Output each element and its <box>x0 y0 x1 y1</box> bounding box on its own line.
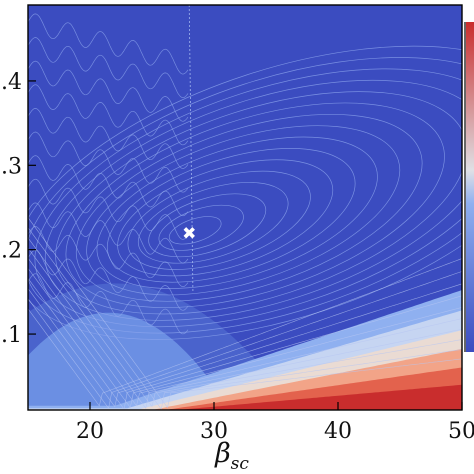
y-tick-label-3: .4 <box>1 70 22 95</box>
contour-low-9 <box>28 217 462 409</box>
contour-line-13 <box>44 79 462 321</box>
contour-line-8 <box>96 136 378 289</box>
contour-low-7 <box>28 237 462 408</box>
x-tick-label-2: 40 <box>324 419 352 444</box>
contour-low-5 <box>28 257 462 407</box>
y-tick-label-0: .1 <box>1 323 22 348</box>
contour-wave-7 <box>28 178 189 240</box>
contour-wave-1 <box>28 37 189 99</box>
contour-low-4 <box>28 268 462 409</box>
contour-line-6 <box>117 159 334 277</box>
minimum-marker: ✖ <box>182 224 196 244</box>
x-axis-label-subscript: sc <box>231 454 250 474</box>
contour-line-3 <box>148 193 267 258</box>
x-tick-label-3: 50 <box>448 419 474 444</box>
x-tick-label-1: 30 <box>200 419 228 444</box>
contour-line-10 <box>75 113 423 302</box>
contour-line-12 <box>55 91 462 315</box>
x-axis-label: βsc <box>214 438 249 474</box>
plot-area: ✖ <box>28 5 462 410</box>
contour-wave-2 <box>28 60 189 122</box>
plot-frame <box>27 4 463 411</box>
y-axis-ticks: .1 .2 .3 .4 <box>1 70 36 348</box>
colorbar <box>464 22 474 352</box>
y-tick-label-1: .2 <box>1 239 22 264</box>
x-tick-label-0: 20 <box>76 419 104 444</box>
contour-low-1 <box>28 271 462 410</box>
contour-low-6 <box>28 247 462 410</box>
contour-wave-8 <box>28 202 189 264</box>
contour-line-15 <box>28 57 462 334</box>
contour-wave-11 <box>28 273 189 335</box>
y-tick-label-2: .3 <box>1 154 22 179</box>
contour-line-5 <box>127 170 311 270</box>
contour-low-0 <box>28 258 462 407</box>
contour-line-4 <box>137 182 289 264</box>
x-axis-label-symbol: β <box>214 438 231 469</box>
contour-band-7 <box>28 384 462 410</box>
contour-line-11 <box>65 102 445 309</box>
colorbar-fill <box>466 22 474 352</box>
contour-wave-0 <box>28 13 189 75</box>
contour-low-8 <box>28 227 462 410</box>
contour-wave-6 <box>28 155 189 217</box>
contour-line-2 <box>158 204 244 251</box>
contour-lines <box>28 5 462 410</box>
contour-wave-4 <box>28 108 189 169</box>
contour-wave-3 <box>28 84 189 146</box>
contour-line-9 <box>86 125 401 296</box>
contour-line-1 <box>168 216 222 245</box>
x-axis-ticks: 20 30 40 50 <box>76 402 474 444</box>
contour-low-2 <box>28 283 462 408</box>
contour-line-16 <box>28 45 462 340</box>
contour-wave-9 <box>28 226 189 288</box>
contour-wave-5 <box>28 131 189 193</box>
contour-low-3 <box>28 278 462 410</box>
